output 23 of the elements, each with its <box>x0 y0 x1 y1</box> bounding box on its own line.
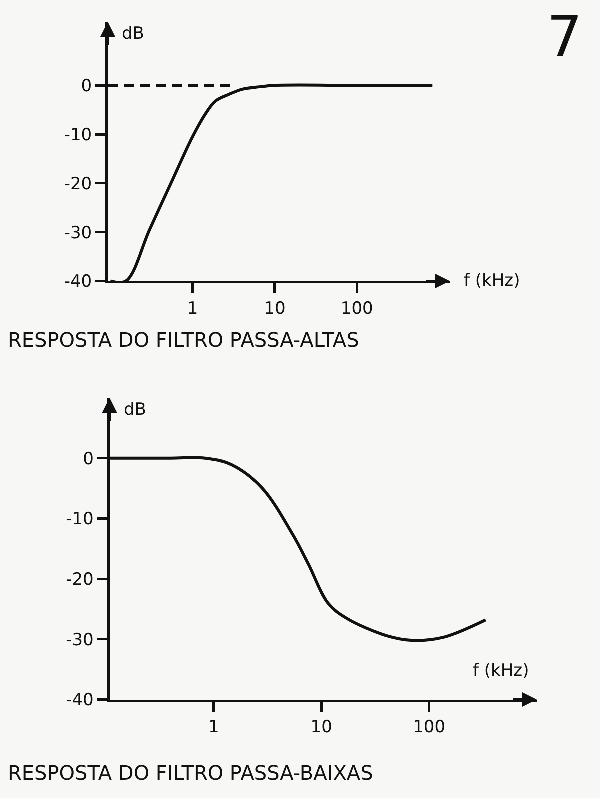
text: RESPOSTA DO FILTRO PASSA-BAIXAS <box>8 761 374 785</box>
text: 7 <box>547 5 583 70</box>
y-tick-label: -10 <box>66 510 94 530</box>
x-axis-title: f (kHz) <box>473 661 530 681</box>
y-tick-label: -10 <box>64 125 92 146</box>
text: RESPOSTA DO FILTRO PASSA-ALTAS <box>8 328 360 352</box>
y-tick-label: -20 <box>64 174 92 194</box>
x-tick-label: 10 <box>264 299 286 320</box>
y-tick-label: 0 <box>83 449 94 470</box>
x-tick-label: 100 <box>340 299 374 320</box>
y-tick-label: -40 <box>66 690 94 711</box>
y-tick-label: -30 <box>66 630 94 650</box>
y-tick-label: -20 <box>66 570 94 590</box>
y-axis-title: dB <box>124 400 146 420</box>
x-tick-label: 1 <box>187 299 198 320</box>
y-tick-label: -40 <box>64 272 92 292</box>
y-axis-title: dB <box>122 24 144 44</box>
x-tick-label: 100 <box>413 718 446 738</box>
y-tick-label: -30 <box>64 223 92 244</box>
y-tick-label: 0 <box>81 76 92 97</box>
x-tick-label: 10 <box>310 718 332 738</box>
x-tick-label: 1 <box>208 718 220 738</box>
x-axis-title: f (kHz) <box>464 271 520 291</box>
